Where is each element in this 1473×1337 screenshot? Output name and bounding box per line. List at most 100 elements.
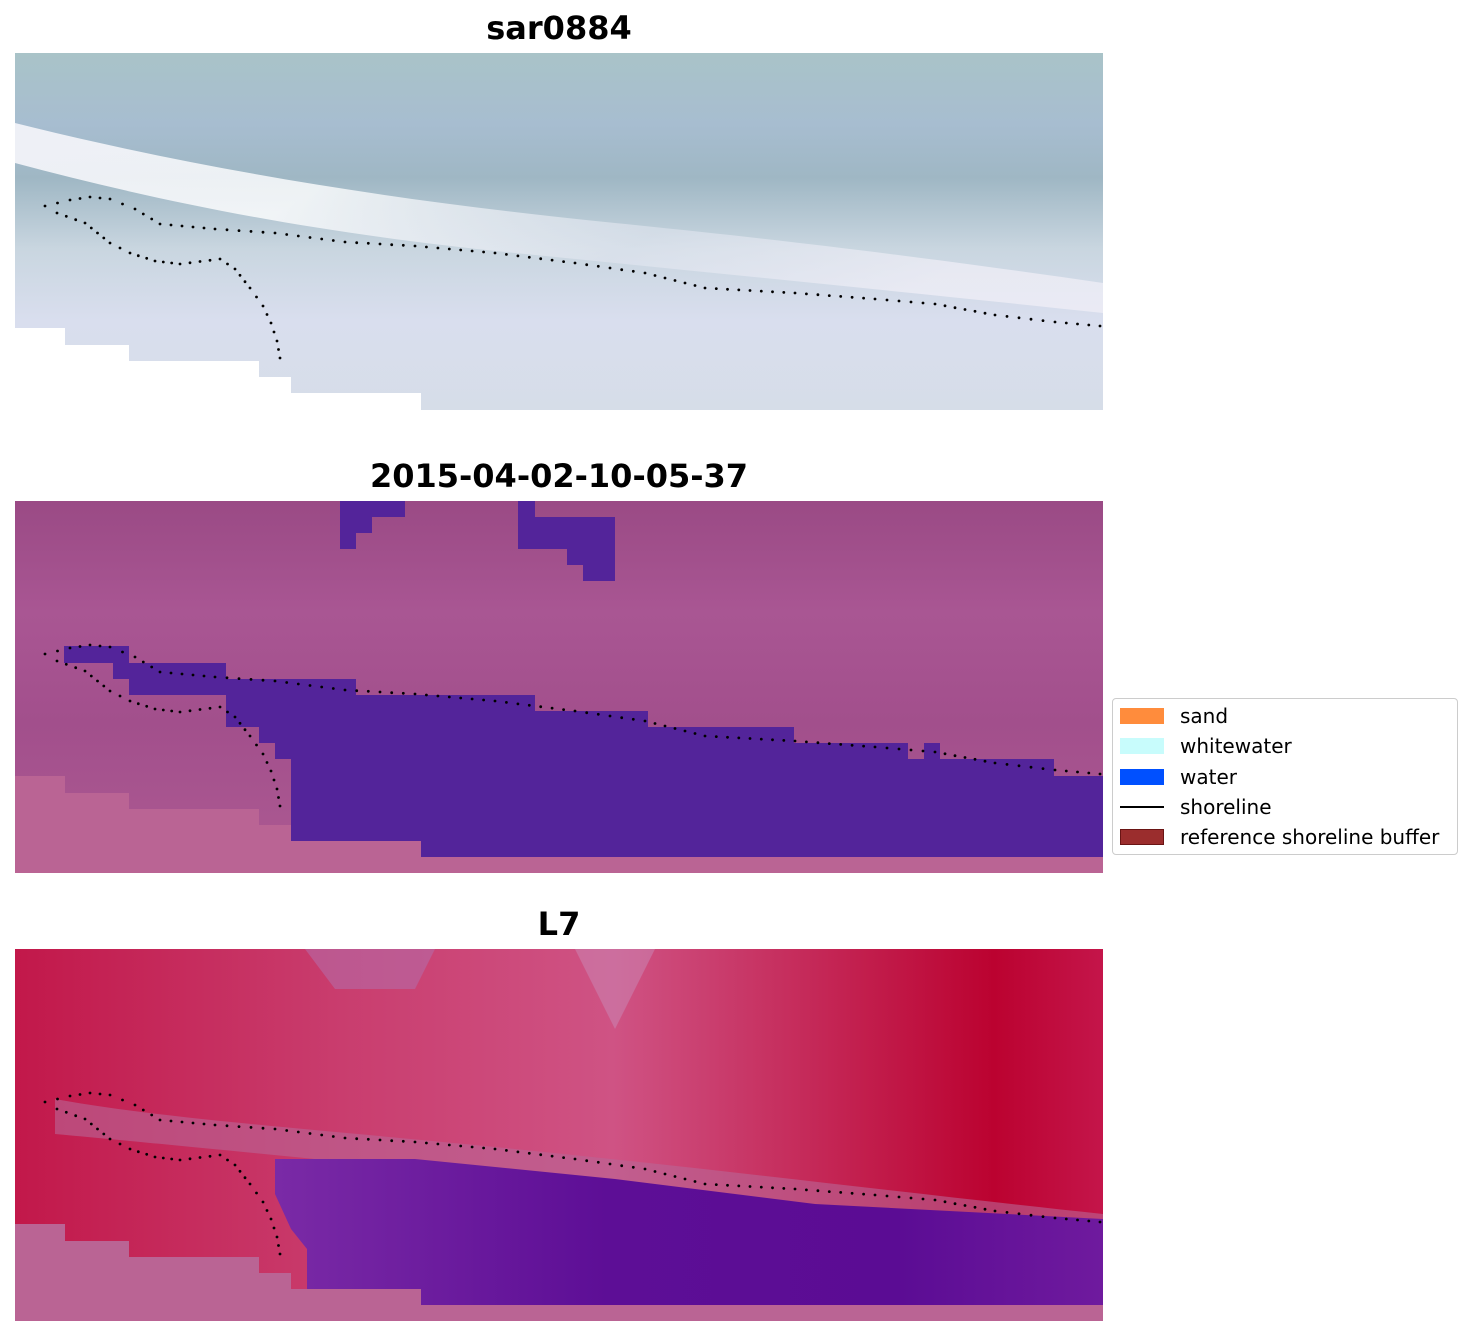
shoreline-dot (74, 666, 78, 670)
shoreline-dot (805, 1188, 808, 1192)
image-panel-classified (15, 501, 1103, 873)
shoreline-dot (782, 291, 786, 294)
shoreline-dot (1087, 323, 1091, 327)
shoreline-dot (714, 1183, 718, 1186)
shoreline-dot (782, 739, 786, 742)
shoreline-dot (573, 1157, 577, 1161)
shoreline-dot (277, 1244, 280, 1247)
shoreline-dot (459, 696, 463, 700)
shoreline-dot (83, 669, 87, 673)
shoreline-dot (897, 299, 901, 303)
shoreline-dot (447, 247, 451, 251)
legend-label-sand: sand (1180, 704, 1229, 728)
shoreline-dot (839, 295, 843, 298)
shoreline-dot (296, 1130, 300, 1134)
image-panel-rgb (15, 53, 1103, 410)
shoreline-dot (643, 1167, 647, 1171)
shoreline-dot (862, 1192, 865, 1196)
shoreline-dot (285, 1129, 289, 1132)
shoreline-dot (225, 676, 229, 680)
shoreline-dot (673, 727, 677, 730)
shoreline-dot (921, 749, 925, 753)
shoreline-dot (390, 243, 394, 247)
shoreline-dot (608, 1162, 612, 1166)
shoreline-dot (562, 708, 565, 711)
shoreline-dot (355, 241, 359, 245)
shoreline-dot (620, 716, 624, 720)
shoreline-dot (272, 330, 276, 334)
shoreline-dot (208, 706, 212, 710)
legend-label-whitewater: whitewater (1180, 734, 1292, 758)
shoreline-dot (277, 796, 280, 799)
shoreline-dot (64, 214, 68, 218)
shoreline-dot (249, 678, 253, 681)
shoreline-dot (74, 1114, 78, 1118)
shoreline-dot (596, 1160, 600, 1164)
shoreline-dot (527, 255, 531, 259)
shoreline-dot (128, 1147, 132, 1151)
shoreline-dot (482, 698, 485, 702)
shoreline-dot (272, 1226, 276, 1230)
land-region (15, 776, 1103, 873)
shoreline-dot (178, 710, 182, 714)
legend: sand whitewater water shoreline referenc… (1112, 698, 1458, 855)
shoreline-dot (973, 757, 977, 761)
shoreline-dot (133, 1103, 137, 1107)
shoreline-dot (693, 284, 697, 287)
shoreline-dot (180, 224, 184, 228)
shoreline-dot (550, 258, 554, 262)
shoreline-dot (191, 225, 195, 229)
shoreline-dot (225, 228, 229, 232)
shoreline-dot (68, 646, 72, 650)
shoreline-dot (136, 1150, 140, 1154)
shoreline-dot (390, 1139, 394, 1143)
shoreline-dot (89, 1122, 93, 1126)
shoreline-dot (88, 643, 92, 647)
shoreline-dot (436, 246, 440, 250)
shoreline-dot (827, 742, 831, 745)
classified-image (15, 501, 1103, 873)
shoreline-dot (505, 253, 508, 256)
shoreline-dot (74, 218, 78, 222)
shoreline-dot (98, 644, 102, 648)
shoreline-dot (816, 741, 820, 745)
shoreline-dot (953, 306, 957, 310)
shoreline-dot (683, 1177, 687, 1181)
shoreline-dot (233, 1163, 237, 1167)
shoreline-dot (161, 260, 165, 264)
shoreline-dot (56, 201, 59, 205)
shoreline-dot (243, 1176, 247, 1180)
shoreline-dot (56, 649, 59, 653)
legend-item-sand: sand (1120, 703, 1228, 729)
shoreline-dot (273, 1127, 277, 1131)
shoreline-dot (150, 1113, 154, 1117)
shoreline-dot (261, 230, 265, 234)
shoreline-dot (96, 231, 99, 235)
shoreline-dot (983, 759, 987, 763)
shoreline-dot (170, 261, 174, 265)
shoreline-dot (771, 738, 774, 742)
shoreline-dot (482, 1146, 485, 1150)
shoreline-dot (261, 678, 265, 682)
shoreline-dot (413, 692, 417, 696)
shoreline-dot (1029, 1213, 1033, 1217)
shoreline-dot (89, 674, 93, 678)
shoreline-dot (1087, 1219, 1091, 1223)
shoreline-dot (366, 689, 370, 693)
shoreline-dot (539, 1153, 543, 1157)
shoreline-dot (208, 1154, 212, 1158)
shoreline-dot (178, 262, 182, 266)
shoreline-dot (631, 269, 635, 273)
shoreline-dot (98, 196, 102, 200)
shoreline-dot (145, 704, 149, 708)
shoreline-dot (850, 743, 854, 747)
shoreline-dot (909, 748, 913, 752)
shoreline-dot (943, 1200, 947, 1204)
shoreline-dot (275, 787, 279, 791)
shoreline-dot (585, 263, 589, 267)
legend-label-reference-buffer: reference shoreline buffer (1180, 825, 1440, 849)
shoreline-dot (218, 257, 222, 261)
shoreline-dot (158, 670, 162, 674)
shoreline-dot (963, 1204, 967, 1207)
shoreline-dot (153, 1155, 157, 1159)
